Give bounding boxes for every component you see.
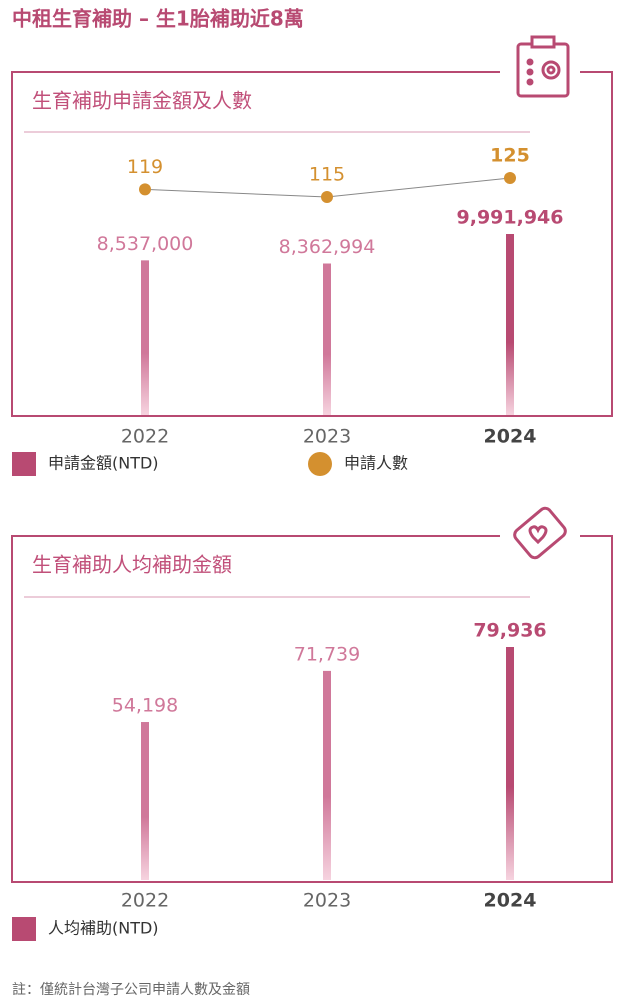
legend-label: 申請金額(NTD) <box>48 454 159 473</box>
bar <box>141 260 149 415</box>
bar <box>141 722 149 880</box>
x-tick-label: 2024 <box>484 426 537 448</box>
legend-label: 申請人數 <box>344 454 408 473</box>
x-tick-label: 2023 <box>303 890 351 912</box>
bar <box>323 263 331 415</box>
clipboard-icon <box>516 35 570 98</box>
bar <box>506 234 514 415</box>
value-label: 54,198 <box>112 695 178 717</box>
value-label: 125 <box>490 145 530 167</box>
legend-label: 人均補助(NTD) <box>48 919 159 938</box>
legend-swatch <box>12 917 36 941</box>
legend-swatch <box>12 452 36 476</box>
x-tick-label: 2022 <box>121 426 169 448</box>
panel-frame <box>11 71 613 417</box>
value-label: 8,362,994 <box>279 236 376 258</box>
value-label: 115 <box>309 164 345 186</box>
footnote: 註：僅統計台灣子公司申請人數及金額 <box>12 982 250 998</box>
chart-title: 生育補助人均補助金額 <box>32 553 232 577</box>
x-tick-label: 2024 <box>484 890 537 912</box>
page-title: 中租生育補助 – 生1胎補助近8萬 <box>12 7 304 31</box>
legend-swatch <box>308 452 332 476</box>
chart-title: 生育補助申請金額及人數 <box>32 89 252 113</box>
bar <box>323 670 331 880</box>
x-tick-label: 2022 <box>121 890 169 912</box>
line-point <box>504 172 516 184</box>
panel-frame <box>11 535 613 883</box>
line-point <box>321 191 333 203</box>
value-label: 119 <box>127 156 163 178</box>
value-label: 9,991,946 <box>457 207 564 229</box>
line-point <box>139 183 151 196</box>
x-tick-label: 2023 <box>303 426 351 448</box>
value-label: 71,739 <box>294 643 360 665</box>
value-label: 79,936 <box>473 620 546 642</box>
value-label: 8,537,000 <box>97 233 194 255</box>
bar <box>506 647 514 880</box>
bottle-icon <box>513 506 567 560</box>
